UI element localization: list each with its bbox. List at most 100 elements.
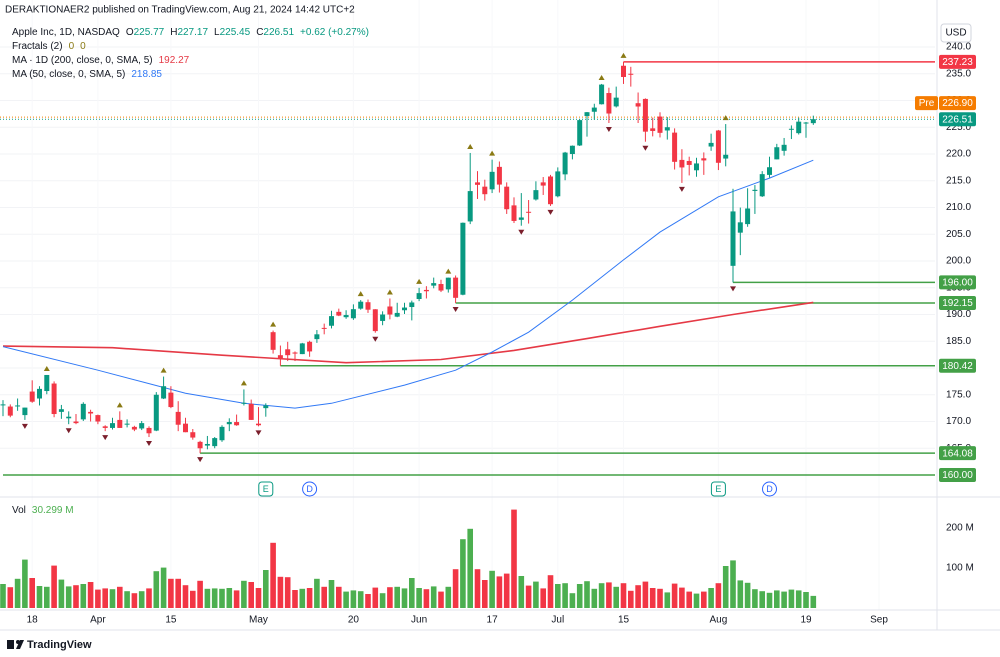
volume-bar [116, 586, 123, 608]
volume-bar [87, 582, 94, 608]
fractal-up [598, 74, 605, 80]
volume-bar [430, 586, 437, 608]
ma-value: 192.27 [159, 55, 190, 66]
volume-bar [708, 588, 714, 608]
volume-bar [803, 592, 809, 608]
legend-ma50: MA (50, close, 0, SMA, 5) 218.85 [12, 69, 162, 80]
candle-body [190, 432, 196, 438]
volume-bar [518, 576, 525, 608]
volume-bar [0, 584, 6, 608]
candle-body [518, 217, 524, 220]
fractal-up [270, 321, 277, 327]
candle-body [635, 103, 641, 107]
volume-bar [248, 582, 254, 608]
volume-bar [36, 586, 43, 608]
candle-body [445, 277, 451, 290]
volume-bar [401, 588, 408, 608]
volume-tick-label: 200 M [946, 523, 974, 534]
y-tick-label: 175.0 [946, 389, 971, 400]
moving-average [2, 159, 814, 409]
volume-bar [445, 586, 452, 608]
volume-bar [671, 583, 678, 608]
currency[interactable]: USD [945, 28, 966, 39]
volume-bar [29, 578, 35, 608]
candle-body [328, 316, 334, 326]
candle-body [197, 441, 203, 449]
fractal-up [386, 289, 393, 295]
volume-bar [795, 590, 802, 608]
candle-body [365, 302, 371, 310]
volume-bar [211, 588, 218, 608]
volume-bar [409, 578, 415, 608]
volume-bar [58, 579, 65, 608]
candle-body [307, 341, 313, 352]
volume-bar [43, 586, 50, 608]
fractal-down [605, 126, 612, 132]
volume-bar [766, 592, 773, 608]
grid [0, 46, 935, 449]
level-badge [939, 446, 976, 461]
fractal-up [722, 115, 729, 121]
volume-bar [124, 591, 130, 608]
candle-body [606, 93, 612, 114]
volume-bar [781, 591, 787, 608]
volume-bar [189, 590, 196, 608]
candle-body [526, 211, 532, 213]
volume-bar [810, 595, 817, 608]
candle-body [299, 343, 305, 355]
fractal-up [489, 150, 496, 156]
volume-bar [314, 578, 320, 608]
fractal-up [43, 365, 50, 371]
volume-bar [357, 591, 364, 608]
candle-body [577, 120, 583, 146]
candle-body [204, 443, 210, 446]
candle-body [730, 211, 736, 266]
volume-bar [744, 582, 751, 608]
y-tick-label: 225.0 [946, 122, 971, 133]
candle-body [810, 119, 816, 124]
last-price-badge-label: 226.51 [942, 114, 973, 125]
volume-bar [460, 539, 466, 608]
candle-body [548, 176, 554, 205]
ma-value: 218.85 [131, 69, 162, 80]
legend-main: Apple Inc, 1D, NASDAQ O225.77 H227.17 L225.… [12, 27, 369, 38]
volume-bar [175, 578, 181, 608]
volume-bar [51, 565, 57, 608]
volume-bar [138, 591, 145, 608]
fractal-up [467, 143, 474, 149]
premarket-badge [939, 96, 976, 111]
candle-body [394, 312, 400, 317]
candle-body [372, 309, 378, 332]
candle-body [438, 284, 444, 291]
volume-bar [22, 559, 28, 608]
publisher: DERAKTIONAER2 published on TradingView.c… [5, 5, 355, 16]
volume-bar [335, 586, 342, 608]
volume-bar [635, 585, 641, 608]
ma-name: MA · 1D (200, close, 0, SMA, 5) [12, 55, 153, 66]
candle-body [219, 426, 225, 441]
volume-bar [576, 584, 583, 608]
volume-bar [482, 580, 488, 608]
volume-bar [284, 577, 291, 608]
volume-bar [328, 580, 335, 608]
candle-body [73, 421, 79, 424]
candle-body [562, 152, 568, 175]
volume-bar [598, 583, 605, 608]
currency-box[interactable] [940, 23, 972, 43]
candle-body [737, 222, 743, 233]
candle-body [292, 352, 298, 354]
fractals-name: Fractals (2) [12, 41, 63, 52]
event-label: E [715, 484, 721, 494]
volume-bar [182, 585, 189, 608]
volume-bar [547, 575, 554, 608]
candle-body [584, 112, 590, 117]
volume-bar [241, 580, 247, 608]
fractal-down [65, 428, 72, 434]
candle-body [51, 383, 57, 415]
candle-body [44, 374, 50, 392]
y-tick-label: 220.0 [946, 149, 971, 160]
volume-bar [7, 587, 14, 608]
level-badge-label: 192.15 [942, 298, 973, 309]
volume-bar [73, 585, 79, 608]
